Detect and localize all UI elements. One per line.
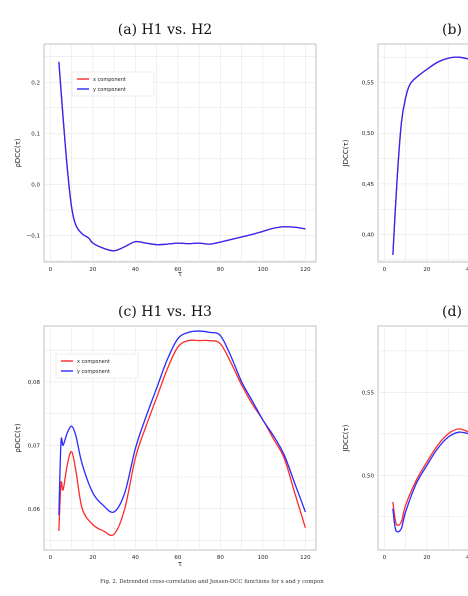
panel-b-series (392, 56, 468, 255)
panel-d-plot-area (377, 325, 468, 551)
x-tick-label: 20 (423, 555, 430, 561)
panel-c-xlabel: τ (178, 560, 182, 568)
panel-d: (d) 0 20 40 0,50 0,55 JDCC(τ) (342, 304, 468, 561)
x-tick-label: 80 (217, 267, 224, 273)
x-tick-label: 40 (466, 555, 468, 561)
x-tick-label: 20 (89, 555, 96, 561)
panel-a-legend: x component y component (71, 71, 155, 97)
panel-b-ticks: 0 20 40 0,40 0,45 0,50 0,55 (362, 81, 468, 273)
x-tick-label: 120 (300, 555, 311, 561)
legend-y-label: y component (77, 369, 110, 375)
panel-d-ticks: 0 20 40 0,50 0,55 (362, 390, 468, 561)
y-tick-label: 0,55 (362, 390, 375, 396)
panel-a-ticks: 0 20 40 60 80 100 120 −0,1 0,0 0,1 0,2 (27, 80, 311, 273)
panel-b-plot-area (377, 43, 468, 263)
series-line-y-component (392, 431, 468, 533)
series-line-y-component (392, 56, 468, 255)
x-tick-label: 80 (217, 555, 224, 561)
x-tick-label: 60 (174, 555, 181, 561)
x-tick-label: 100 (258, 555, 269, 561)
panel-b-ylabel: JDCC(τ) (342, 139, 350, 167)
panel-b-grid (378, 44, 468, 262)
y-tick-label: 0,50 (362, 473, 375, 479)
panel-a-ylabel: ρDCC(τ) (14, 138, 22, 168)
panel-b-title: (b) (442, 22, 462, 38)
x-tick-label: 0 (383, 555, 387, 561)
series-line-y-component (58, 330, 306, 516)
y-tick-label: 0,55 (362, 81, 375, 87)
panel-d-title: (d) (442, 304, 462, 320)
x-tick-label: 60 (174, 267, 181, 273)
x-tick-label: 20 (423, 267, 430, 273)
y-tick-label: 0,1 (31, 131, 40, 137)
legend-box (71, 71, 155, 97)
y-tick-label: 0,50 (362, 131, 375, 137)
panel-a-xlabel: τ (178, 270, 182, 278)
panel-d-ylabel: JDCC(τ) (342, 424, 350, 452)
panel-c-ylabel: ρDCC(τ) (14, 423, 22, 453)
legend-x-label: x component (93, 77, 126, 83)
y-tick-label: 0,2 (31, 80, 40, 86)
panel-a: (a) H1 vs. H2 0 20 40 60 80 100 120−0,10,00,10… (14, 22, 317, 278)
y-tick-label: 0,07 (28, 443, 41, 449)
x-tick-label: 40 (132, 555, 139, 561)
panel-b: (b) 0 20 40 0,40 0,45 0,50 0,55 JDCC(τ) (342, 22, 468, 273)
panel-c-ticks: 0 20 40 60 80 100 120 0,06 0,07 0,08 (28, 380, 311, 561)
panel-d-series (392, 428, 468, 533)
panel-c-title: (c) H1 vs. H3 (118, 304, 212, 320)
y-tick-label: −0,1 (27, 233, 40, 239)
figure: (a) H1 vs. H2 0 20 40 60 80 100 120−0,10,00,10… (14, 22, 468, 568)
y-tick-label: 0,08 (28, 380, 41, 386)
x-tick-label: 0 (49, 267, 53, 273)
panel-a-series (58, 61, 306, 252)
panel-a-title: (a) H1 vs. H2 (118, 22, 212, 38)
figure-caption: Fig. 2. Detrended cross-correlation and … (100, 579, 324, 585)
legend-y-label: y component (93, 87, 126, 93)
series-line-y-component (58, 61, 306, 252)
x-tick-label: 40 (132, 267, 139, 273)
x-tick-label: 0 (383, 267, 387, 273)
legend-box (55, 353, 139, 379)
legend-x-label: x component (77, 359, 110, 365)
x-tick-label: 40 (466, 267, 468, 273)
x-tick-label: 0 (49, 555, 53, 561)
y-tick-label: 0,45 (362, 182, 375, 188)
panel-c-legend: x component y component (55, 353, 139, 379)
x-tick-label: 20 (89, 267, 96, 273)
panel-c-series (58, 330, 307, 537)
series-line-x-component (392, 428, 468, 526)
series-line-x-component (58, 339, 307, 537)
x-tick-label: 100 (258, 267, 269, 273)
y-tick-label: 0,40 (362, 233, 375, 239)
panel-c: (c) H1 vs. H3 0 20 40 60 80 100 120 0,06 0,07 0,0… (14, 304, 317, 568)
y-tick-label: 0,06 (28, 507, 41, 513)
y-tick-label: 0,0 (31, 182, 40, 188)
x-tick-label: 120 (300, 267, 311, 273)
